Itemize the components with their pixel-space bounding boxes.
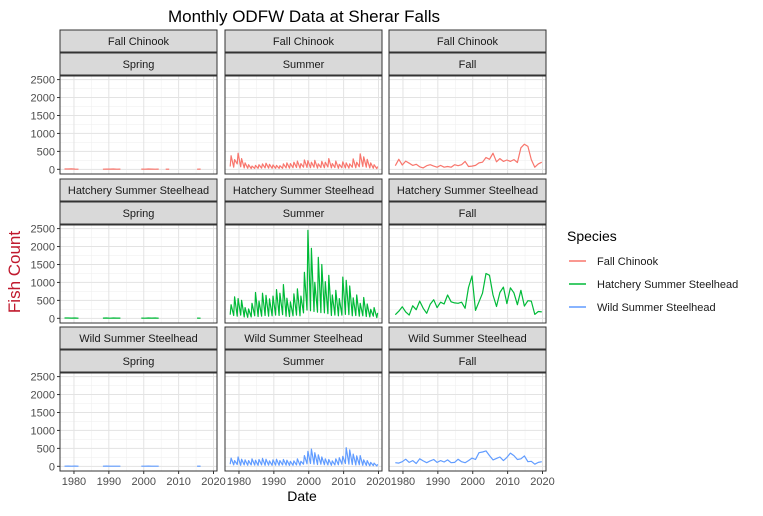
y-tick-label: 1500 <box>31 407 55 419</box>
facet-strip-species-label: Wild Summer Steelhead <box>244 333 363 345</box>
facet-strip-season-label: Spring <box>123 208 155 220</box>
y-tick-label: 2500 <box>31 372 55 384</box>
x-tick-label: 1990 <box>97 476 121 488</box>
facet-panel: Hatchery Summer Steelhead Fall <box>389 179 546 323</box>
panel-background <box>60 373 217 471</box>
facet-strip-species-label: Fall Chinook <box>437 36 499 48</box>
panel-background <box>225 373 382 471</box>
facet-strip-species-label: Hatchery Summer Steelhead <box>397 185 538 197</box>
facet-panel: Fall Chinook Fall <box>389 30 546 174</box>
facet-strip-season-label: Spring <box>123 356 155 368</box>
legend-label: Fall Chinook <box>597 256 659 268</box>
panel-background <box>60 225 217 323</box>
y-tick-label: 2500 <box>31 75 55 87</box>
x-tick-label: 2000 <box>296 476 320 488</box>
y-tick-label: 1000 <box>31 277 55 289</box>
legend-label: Wild Summer Steelhead <box>597 302 716 314</box>
panel-background <box>389 76 546 174</box>
x-tick-label: 1990 <box>262 476 286 488</box>
y-tick-label: 0 <box>49 461 55 473</box>
y-tick-label: 1500 <box>31 110 55 122</box>
y-tick-label: 1000 <box>31 128 55 140</box>
facet-strip-season-label: Summer <box>283 208 325 220</box>
x-tick-label: 2010 <box>331 476 355 488</box>
x-tick-label: 1980 <box>62 476 86 488</box>
legend-title: Species <box>567 228 617 244</box>
x-tick-label: 2020 <box>530 476 554 488</box>
facet-panel: Hatchery Summer Steelhead Summer <box>225 179 382 323</box>
y-tick-label: 2000 <box>31 242 55 254</box>
y-tick-label: 2000 <box>31 390 55 402</box>
facet-strip-season-label: Summer <box>283 59 325 71</box>
facet-strip-species-label: Hatchery Summer Steelhead <box>233 185 374 197</box>
y-tick-label: 2500 <box>31 224 55 236</box>
y-tick-label: 0 <box>49 313 55 325</box>
legend-label: Hatchery Summer Steelhead <box>597 279 738 291</box>
y-tick-label: 2000 <box>31 93 55 105</box>
facet-strip-season-label: Fall <box>459 208 477 220</box>
facet-panel: Wild Summer Steelhead Summer 1980 1990 2000 2… <box>225 327 391 488</box>
x-tick-label: 1990 <box>426 476 450 488</box>
y-tick-label: 500 <box>37 443 55 455</box>
x-axis-label: Date <box>287 488 317 504</box>
x-tick-label: 2010 <box>166 476 190 488</box>
x-tick-label: 2000 <box>460 476 484 488</box>
y-tick-label: 0 <box>49 164 55 176</box>
facet-panel: Fall Chinook Summer <box>225 30 382 174</box>
facet-strip-species-label: Hatchery Summer Steelhead <box>68 185 209 197</box>
x-tick-label: 2000 <box>131 476 155 488</box>
y-axis-label: Fish Count <box>5 231 24 313</box>
panel-background <box>60 76 217 174</box>
facet-strip-season-label: Fall <box>459 356 477 368</box>
y-tick-label: 500 <box>37 295 55 307</box>
y-tick-label: 500 <box>37 146 55 158</box>
facet-strip-season-label: Spring <box>123 59 155 71</box>
y-tick-label: 1000 <box>31 425 55 437</box>
facet-strip-season-label: Fall <box>459 59 477 71</box>
facet-strip-species-label: Wild Summer Steelhead <box>408 333 527 345</box>
facet-panel: Wild Summer Steelhead Spring 0 500 1000 1500 2… <box>31 327 226 488</box>
facet-strip-species-label: Fall Chinook <box>273 36 335 48</box>
facet-strip-season-label: Summer <box>283 356 325 368</box>
facet-strip-species-label: Fall Chinook <box>108 36 170 48</box>
x-tick-label: 2020 <box>201 476 225 488</box>
chart-title: Monthly ODFW Data at Sherar Falls <box>168 7 440 26</box>
facet-panel: Wild Summer Steelhead Fall 1980 1990 2000 201… <box>389 327 555 488</box>
panel-background <box>389 225 546 323</box>
x-tick-label: 2020 <box>366 476 390 488</box>
panel-background <box>389 373 546 471</box>
y-tick-label: 1500 <box>31 259 55 271</box>
x-tick-label: 1980 <box>227 476 251 488</box>
facet-strip-species-label: Wild Summer Steelhead <box>79 333 198 345</box>
x-tick-label: 2010 <box>495 476 519 488</box>
panel-background <box>225 76 382 174</box>
x-tick-label: 1980 <box>391 476 415 488</box>
